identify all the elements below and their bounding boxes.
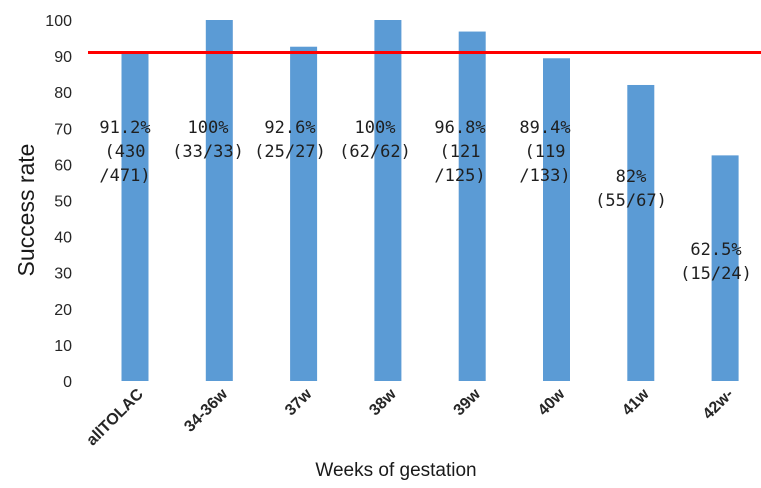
y-axis-ticks: 0 10 20 30 40 50 60 70 80 90 100 [45,13,72,391]
data-label: (55/67) [595,191,667,211]
x-tick-label: 37w [282,385,316,419]
data-label: 82% [616,167,647,187]
y-tick-label: 40 [54,230,72,247]
data-label: /125) [434,166,485,186]
y-tick-label: 70 [54,121,72,138]
bars [121,20,739,382]
bar [458,31,486,381]
y-tick-label: 90 [54,49,72,66]
data-label: (25/27) [254,142,326,162]
data-label: 96.8% [434,118,485,138]
data-label: (62/62) [339,142,411,162]
data-label: 62.5% [690,240,741,260]
x-tick-label: 41w [619,385,653,419]
bar [543,58,570,382]
y-tick-label: 80 [54,85,72,102]
data-label: (430 [105,142,146,162]
x-axis-ticks: allTOLAC 34-36w 37w 38w 39w 40w 41w 42w- [83,385,736,449]
data-label: 100% [355,118,396,138]
x-tick-label: allTOLAC [83,385,147,449]
bar [627,84,655,381]
x-axis-label: Weeks of gestation [315,460,476,481]
data-label: 92.6% [264,118,315,138]
x-tick-label: 40w [535,385,569,419]
x-tick-label: 42w- [700,386,737,423]
data-label: 89.4% [519,118,570,138]
bar [205,20,233,381]
y-tick-label: 100 [45,13,72,30]
x-tick-label: 34-36w [181,385,231,435]
data-label: (15/24) [680,264,752,284]
data-label: (119 [525,142,566,162]
data-label: (33/33) [172,142,244,162]
x-tick-label: 38w [366,385,400,419]
y-tick-label: 10 [54,338,72,355]
y-tick-label: 0 [63,374,72,391]
y-tick-label: 50 [54,194,72,211]
bar [374,20,402,381]
y-tick-label: 30 [54,266,72,283]
y-tick-label: 60 [54,157,72,174]
y-axis-label: Success rate [13,144,39,277]
x-tick-label: 39w [451,385,485,419]
data-label: 100% [188,118,229,138]
bar [711,155,739,381]
data-label: 91.2% [99,118,150,138]
data-labels: 91.2% (430/471) 100% (33/33) 92.6% (25/27) 100… [99,118,751,284]
y-tick-label: 20 [54,302,72,319]
bar [290,46,318,382]
bar [121,51,149,381]
data-label: (121 [440,142,481,162]
data-label: /133) [519,166,570,186]
data-label: /471) [99,166,150,186]
